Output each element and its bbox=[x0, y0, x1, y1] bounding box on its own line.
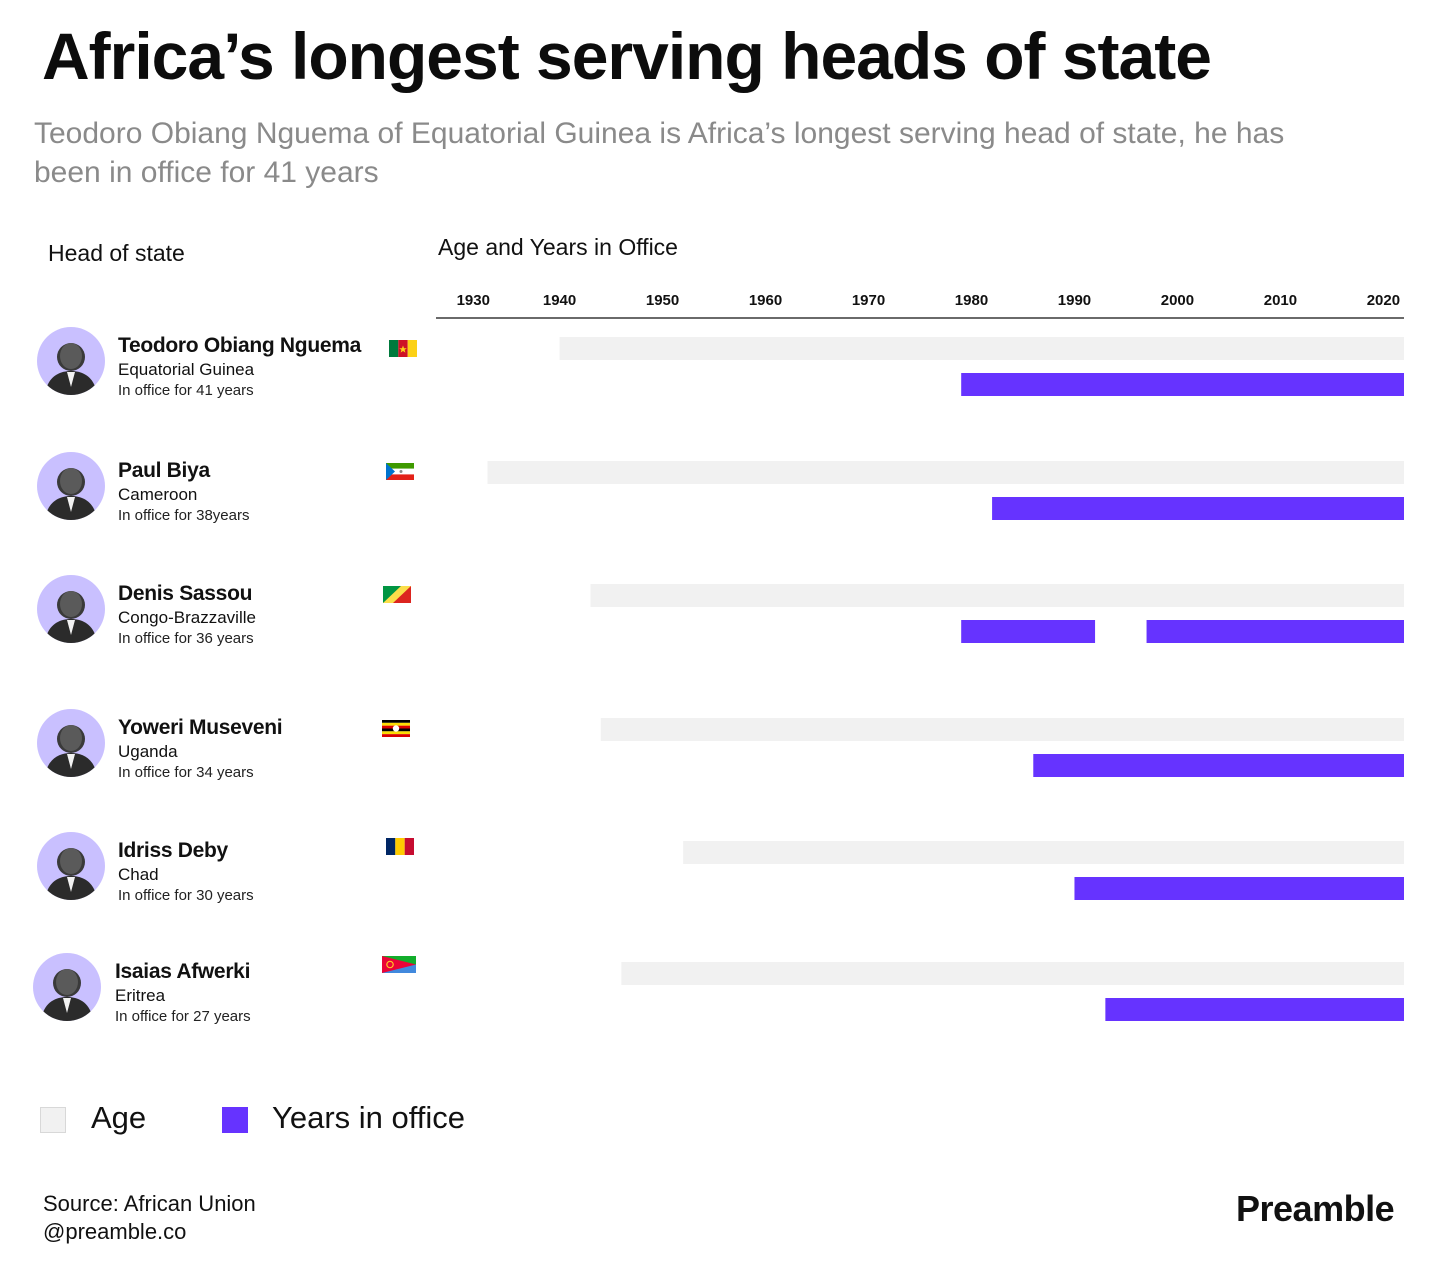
chart-subtitle: Teodoro Obiang Nguema of Equatorial Guin… bbox=[34, 117, 1285, 189]
leader-portrait-avatar bbox=[37, 832, 105, 900]
years-in-office-bar bbox=[961, 620, 1096, 643]
x-tick-label: 2000 bbox=[1161, 292, 1194, 309]
leader-name: Teodoro Obiang Nguema bbox=[118, 334, 361, 357]
x-axis-ticks: 1930 1940 1950 1960 1970 1980 1990 2000 2010 2020 bbox=[457, 292, 1400, 309]
x-tick-label: 1980 bbox=[955, 292, 988, 309]
leader-portrait-avatar bbox=[33, 953, 101, 1021]
timeline-chart: 1930 1940 1950 1960 1970 1980 1990 2000 2010 2020 bbox=[436, 292, 1404, 1021]
age-bar bbox=[559, 337, 1404, 360]
age-bar bbox=[600, 718, 1404, 741]
x-tick-label: 1990 bbox=[1058, 292, 1091, 309]
x-tick-label: 1950 bbox=[646, 292, 679, 309]
source-text: Source: African Union bbox=[43, 1191, 256, 1216]
leader-name: Isaias Afwerki bbox=[115, 960, 251, 983]
bars-group bbox=[487, 337, 1404, 1021]
years-in-office-bar bbox=[1033, 754, 1404, 777]
years-in-office-bar bbox=[992, 497, 1404, 520]
leader-country: Equatorial Guinea bbox=[118, 360, 255, 379]
chart-title: Africa’s longest serving heads of state bbox=[42, 19, 1212, 93]
leader-row: Denis Sassou Congo-Brazzaville In office f… bbox=[0, 573, 430, 663]
leader-portrait-avatar bbox=[37, 327, 105, 395]
leader-portrait-avatar bbox=[37, 575, 105, 643]
head-of-state-column-header: Head of state bbox=[48, 240, 185, 266]
leader-country: Cameroon bbox=[118, 485, 198, 504]
age-bar bbox=[683, 841, 1404, 864]
uganda-flag-icon bbox=[382, 720, 410, 737]
x-tick-label: 1930 bbox=[457, 292, 490, 309]
leader-tenure: In office for 27 years bbox=[115, 1008, 251, 1025]
x-tick-label: 2010 bbox=[1264, 292, 1297, 309]
leader-tenure: In office for 34 years bbox=[118, 764, 254, 781]
age-bar bbox=[621, 962, 1404, 985]
eritrea-flag-icon bbox=[382, 956, 416, 973]
legend-office-swatch bbox=[222, 1107, 248, 1133]
congo-flag-icon bbox=[383, 586, 411, 603]
leader-tenure: In office for 36 years bbox=[118, 630, 254, 647]
leader-name: Denis Sassou bbox=[118, 582, 253, 605]
x-tick-label: 2020 bbox=[1367, 292, 1400, 309]
leader-row: Teodoro Obiang Nguema Equatorial Guinea In… bbox=[0, 325, 430, 415]
leader-country: Chad bbox=[118, 865, 159, 884]
social-handle: @preamble.co bbox=[43, 1219, 187, 1244]
cameroon-flag-icon bbox=[389, 340, 417, 357]
years-in-office-bar bbox=[961, 373, 1404, 396]
age-years-column-header: Age and Years in Office bbox=[438, 234, 678, 260]
leader-country: Eritrea bbox=[115, 986, 166, 1005]
leader-country: Congo-Brazzaville bbox=[118, 608, 256, 627]
leader-portrait-avatar bbox=[37, 452, 105, 520]
x-tick-label: 1940 bbox=[543, 292, 576, 309]
leader-name: Yoweri Museveni bbox=[118, 716, 283, 739]
legend-office-label: Years in office bbox=[272, 1100, 466, 1135]
x-tick-label: 1970 bbox=[852, 292, 885, 309]
leader-portrait-avatar bbox=[37, 709, 105, 777]
legend-age-swatch bbox=[40, 1107, 66, 1133]
age-bar bbox=[590, 584, 1404, 607]
leader-country: Uganda bbox=[118, 742, 178, 761]
leader-row: Isaias Afwerki Eritrea In office for 27 ye… bbox=[0, 951, 430, 1041]
chad-flag-icon bbox=[386, 838, 414, 855]
years-in-office-bar bbox=[1105, 998, 1404, 1021]
equatorial-guinea-flag-icon bbox=[386, 463, 414, 480]
leader-tenure: In office for 38years bbox=[118, 507, 250, 524]
years-in-office-bar bbox=[1146, 620, 1404, 643]
leader-name: Idriss Deby bbox=[118, 839, 228, 862]
leader-name: Paul Biya bbox=[118, 459, 210, 482]
leader-row: Idriss Deby Chad In office for 30 years bbox=[0, 830, 430, 920]
leader-tenure: In office for 41 years bbox=[118, 382, 254, 399]
legend-age-label: Age bbox=[91, 1100, 147, 1135]
years-in-office-bar bbox=[1074, 877, 1404, 900]
leader-tenure: In office for 30 years bbox=[118, 887, 254, 904]
leader-row: Paul Biya Cameroon In office for 38years bbox=[0, 450, 430, 540]
brand-logo: Preamble bbox=[1236, 1188, 1395, 1229]
leader-row: Yoweri Museveni Uganda In office for 34 ye… bbox=[0, 707, 430, 797]
x-tick-label: 1960 bbox=[749, 292, 782, 309]
source-note: Source: African Union @preamble.co bbox=[43, 1190, 256, 1246]
age-bar bbox=[487, 461, 1404, 484]
